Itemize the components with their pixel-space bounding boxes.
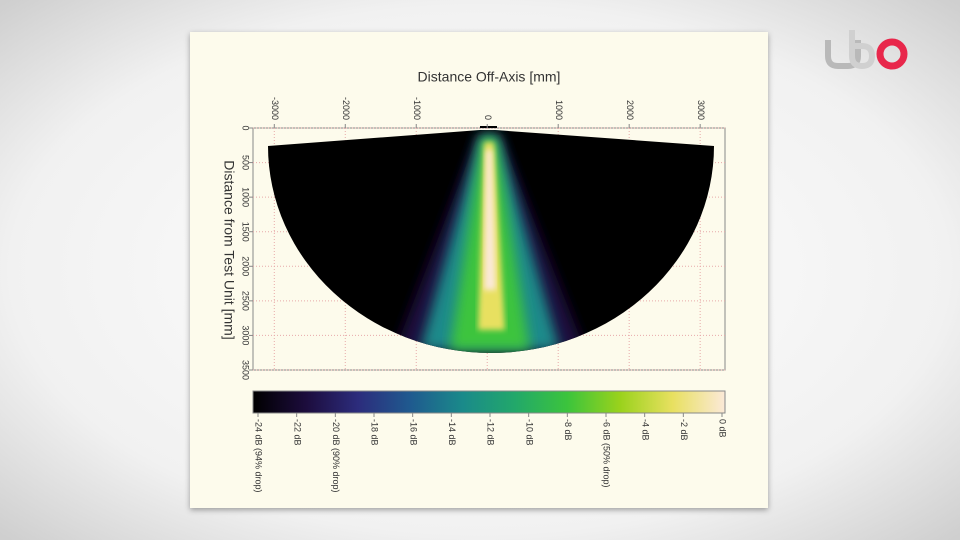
- x-tick-label: 2000: [625, 100, 635, 120]
- y-tick-label: 2500: [241, 291, 251, 311]
- colorbar-tick-label: -4 dB: [640, 419, 650, 441]
- x-tick-label: -3000: [270, 97, 280, 120]
- colorbar-tick-label: -10 dB: [524, 419, 534, 446]
- colorbar-tick-label: -6 dB (50% drop): [602, 419, 612, 488]
- x-tick-label: -2000: [341, 97, 351, 120]
- colorbar-tick-label: -16 dB: [408, 419, 418, 446]
- colorbar-tick-label: -22 dB: [292, 419, 302, 446]
- x-tick-label: 0: [483, 115, 493, 120]
- y-tick-label: 1500: [241, 222, 251, 242]
- y-tick-label: 2000: [241, 256, 251, 276]
- y-tick-label: 1000: [241, 187, 251, 207]
- y-tick-label: 3500: [241, 360, 251, 380]
- y-tick-label: 500: [241, 155, 251, 170]
- colorbar-ticks: -24 dB (94% drop) -22 dB -20 dB (90% drop)…: [254, 413, 728, 493]
- x-axis-title: Distance Off-Axis [mm]: [418, 69, 561, 85]
- colorbar-tick-label: -12 dB: [486, 419, 496, 446]
- x-tick-label: 3000: [696, 100, 706, 120]
- colorbar-tick-label: -2 dB: [679, 419, 689, 441]
- beam-core: [484, 150, 496, 290]
- y-axis-title: Distance from Test Unit [mm]: [221, 160, 237, 339]
- y-tick-label: 3000: [241, 325, 251, 345]
- plot-area: [252, 126, 726, 371]
- colorbar-tick-label: -8 dB: [563, 419, 573, 441]
- colorbar-tick-label: -24 dB (94% drop): [254, 419, 264, 493]
- colorbar-tick-label: 0 dB: [718, 419, 728, 438]
- colorbar-tick-label: -20 dB (90% drop): [331, 419, 341, 493]
- colorbar-tick-label: -14 dB: [447, 419, 457, 446]
- y-tick-label: 0: [241, 125, 251, 130]
- x-tick-label: -1000: [412, 97, 422, 120]
- logo: [825, 30, 908, 70]
- colorbar: [252, 390, 726, 414]
- colorbar-tick-label: -18 dB: [370, 419, 380, 446]
- x-tick-label: 1000: [554, 100, 564, 120]
